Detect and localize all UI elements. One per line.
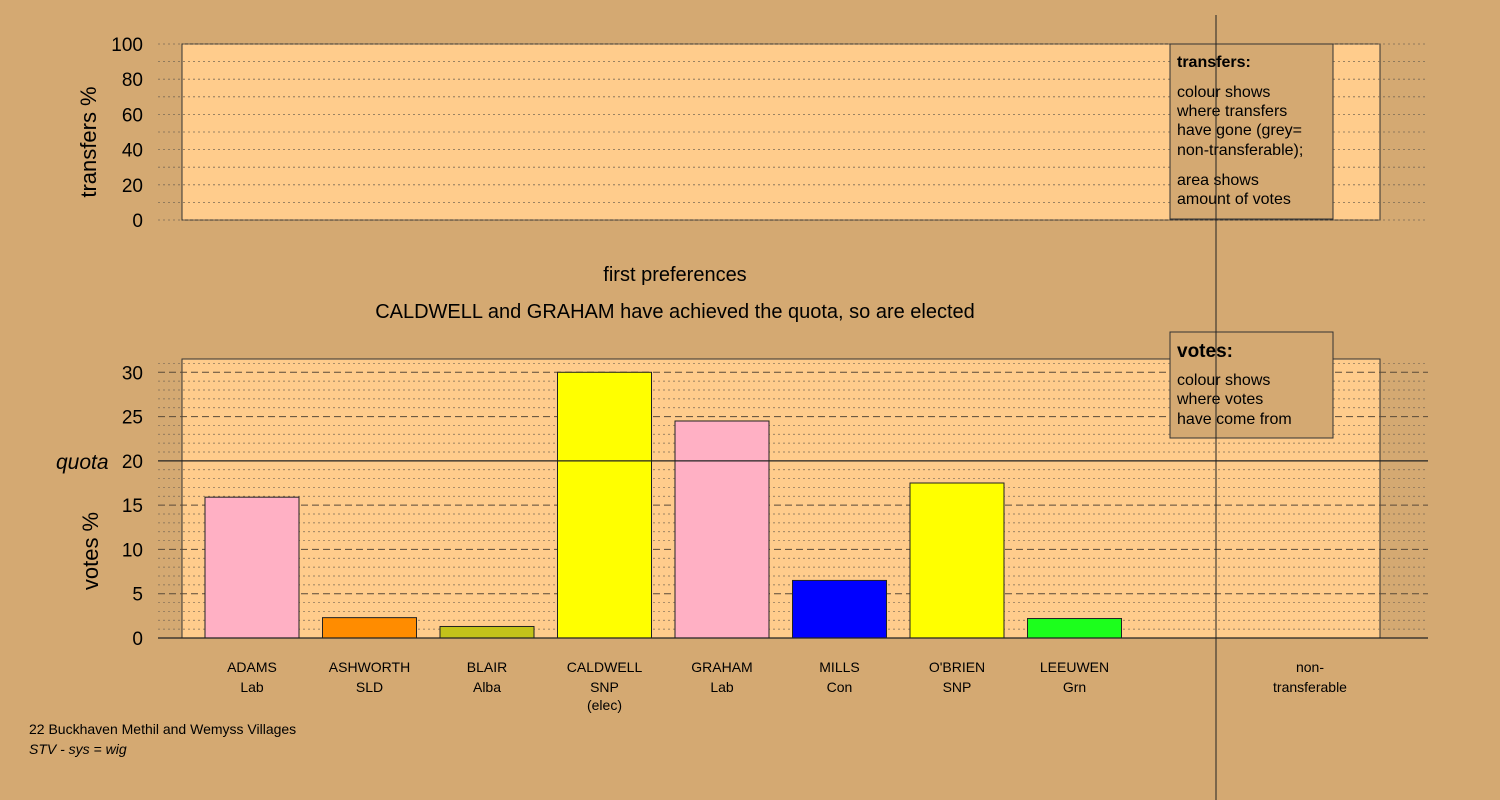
bottom-y-tick-label: 0 [132, 629, 143, 650]
candidate-party: Grn [1063, 679, 1086, 695]
bottom-panel: 0 5 10 15 20 25 30 quota votes % ADAMS Lab ASHWO… [56, 331, 1428, 713]
vote-bars [204, 371, 1122, 639]
transfers-legend: transfers: colour shows where transfers … [1169, 43, 1334, 220]
candidate-name: CALDWELL [567, 659, 643, 675]
candidate-name: MILLS [819, 659, 859, 675]
bottom-y-tick-label: 30 [122, 363, 143, 384]
votes-legend-line: colour shows [1177, 372, 1270, 389]
votes-legend-line: where votes [1176, 391, 1263, 408]
top-y-tick-label: 100 [111, 35, 143, 56]
top-y-ticks: 0 20 40 60 80 100 [111, 35, 143, 232]
stage-label: first preferences [603, 264, 746, 286]
candidate-party: Lab [240, 679, 264, 695]
transfers-legend-line: where transfers [1176, 103, 1287, 120]
non-transferable-label: transferable [1273, 679, 1347, 695]
votes-legend-box [1169, 331, 1334, 439]
candidate-party: SLD [356, 679, 383, 695]
votes-legend-line: have come from [1177, 411, 1292, 428]
candidate-name: O'BRIEN [929, 659, 985, 675]
transfers-legend-line: have gone (grey= [1177, 122, 1302, 139]
candidate-name: GRAHAM [691, 659, 752, 675]
transfers-legend-line: non-transferable); [1177, 142, 1303, 159]
non-transferable-label: non- [1296, 659, 1324, 675]
candidate-party: Alba [473, 679, 501, 695]
candidate-name: ASHWORTH [329, 659, 410, 675]
top-y-tick-label: 60 [122, 105, 143, 126]
vote-bar-leeuwen [1027, 618, 1122, 639]
votes-legend: votes: colour shows where votes have com… [1169, 331, 1334, 439]
ward-name: 22 Buckhaven Methil and Wemyss Villages [29, 721, 296, 737]
top-y-tick-label: 0 [132, 211, 143, 232]
bottom-y-tick-label: 10 [122, 540, 143, 561]
transfers-legend-line: colour shows [1177, 84, 1270, 101]
candidate-name: BLAIR [467, 659, 507, 675]
vote-bar-graham [674, 420, 770, 639]
quota-label: quota [56, 451, 109, 474]
bottom-y-tick-label: 25 [122, 408, 143, 429]
candidate-name: ADAMS [227, 659, 277, 675]
top-y-tick-label: 20 [122, 176, 143, 197]
top-panel: 0 20 40 60 80 100 transfers % transfers: colo… [76, 35, 1428, 232]
vote-bar-mills [792, 579, 887, 639]
counting-system: STV - sys = wig [29, 741, 127, 757]
candidate-party: SNP [943, 679, 972, 695]
top-y-tick-label: 80 [122, 70, 143, 91]
bottom-y-axis-label: votes % [78, 512, 103, 590]
top-y-tick-label: 40 [122, 141, 143, 162]
vote-bar-blair [439, 625, 535, 639]
vote-bar-caldwell [557, 371, 652, 639]
bottom-y-tick-label: 20 [122, 452, 143, 473]
bottom-y-ticks: 0 5 10 15 20 25 30 [122, 363, 143, 650]
vote-bar-adams [204, 496, 300, 639]
transfers-legend-line: amount of votes [1177, 191, 1291, 208]
candidate-labels: ADAMS Lab ASHWORTH SLD BLAIR Alba CALDWELL SNP (… [227, 659, 1347, 713]
candidate-party: SNP [590, 679, 619, 695]
top-y-axis-label: transfers % [76, 86, 101, 197]
candidate-party: Con [827, 679, 853, 695]
candidate-status: (elec) [587, 697, 622, 713]
vote-bar-ashworth [322, 617, 417, 639]
transfers-legend-box [1169, 43, 1334, 220]
transfers-legend-line: area shows [1177, 172, 1259, 189]
bottom-y-tick-label: 15 [122, 496, 143, 517]
votes-legend-title: votes: [1177, 341, 1233, 362]
candidate-name: LEEUWEN [1040, 659, 1109, 675]
vote-bar-obrien [909, 482, 1005, 639]
top-grid [158, 43, 1428, 221]
status-message: CALDWELL and GRAHAM have achieved the qu… [375, 301, 975, 323]
transfers-legend-title: transfers: [1177, 54, 1251, 71]
candidate-party: Lab [710, 679, 734, 695]
bottom-y-tick-label: 5 [132, 585, 143, 606]
